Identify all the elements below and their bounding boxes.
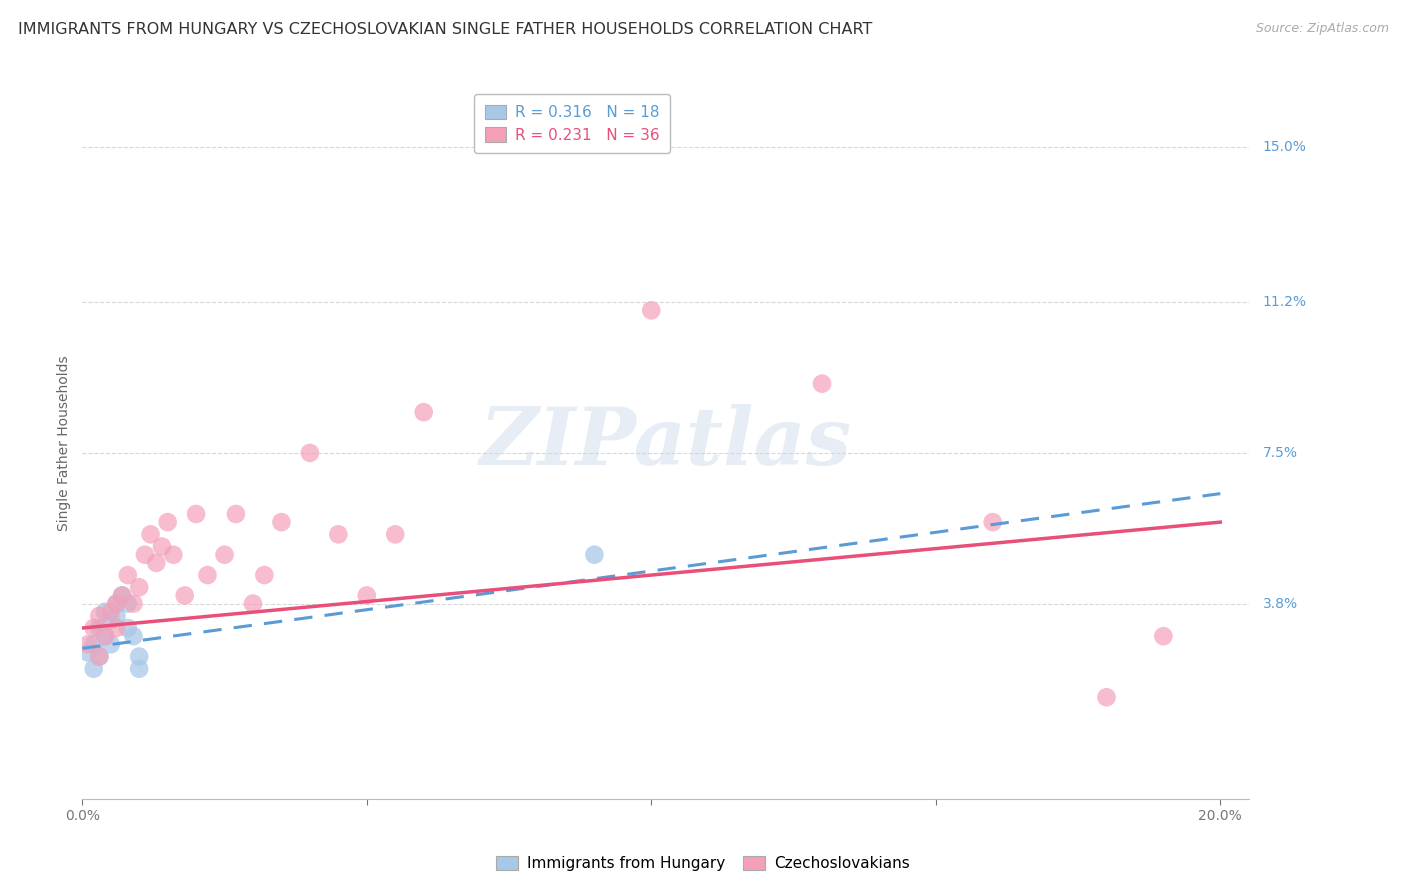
Point bbox=[270, 515, 292, 529]
Point bbox=[162, 548, 184, 562]
Point bbox=[156, 515, 179, 529]
Point bbox=[111, 589, 134, 603]
Point bbox=[89, 649, 111, 664]
Point bbox=[356, 589, 378, 603]
Text: 7.5%: 7.5% bbox=[1263, 446, 1298, 460]
Point bbox=[77, 645, 100, 659]
Point bbox=[117, 621, 139, 635]
Point bbox=[811, 376, 834, 391]
Point bbox=[214, 548, 236, 562]
Point bbox=[1152, 629, 1174, 643]
Point bbox=[111, 589, 134, 603]
Point bbox=[105, 608, 128, 623]
Point bbox=[83, 662, 105, 676]
Point bbox=[89, 649, 111, 664]
Point bbox=[83, 621, 105, 635]
Point bbox=[1095, 690, 1118, 705]
Point bbox=[128, 662, 150, 676]
Point bbox=[981, 515, 1004, 529]
Point bbox=[105, 621, 128, 635]
Point bbox=[184, 507, 207, 521]
Text: 11.2%: 11.2% bbox=[1263, 295, 1306, 310]
Y-axis label: Single Father Households: Single Father Households bbox=[58, 355, 72, 531]
Text: ZIPatlas: ZIPatlas bbox=[479, 404, 852, 482]
Point bbox=[100, 613, 122, 627]
Point bbox=[83, 637, 105, 651]
Point bbox=[139, 527, 162, 541]
Point bbox=[298, 446, 321, 460]
Point bbox=[145, 556, 167, 570]
Point bbox=[128, 580, 150, 594]
Legend: R = 0.316   N = 18, R = 0.231   N = 36: R = 0.316 N = 18, R = 0.231 N = 36 bbox=[474, 94, 671, 153]
Point bbox=[242, 597, 264, 611]
Text: 3.8%: 3.8% bbox=[1263, 597, 1298, 611]
Point bbox=[100, 605, 122, 619]
Point bbox=[122, 597, 145, 611]
Point bbox=[117, 597, 139, 611]
Point bbox=[77, 637, 100, 651]
Point bbox=[89, 608, 111, 623]
Point bbox=[384, 527, 406, 541]
Point bbox=[197, 568, 219, 582]
Point bbox=[122, 629, 145, 643]
Text: Source: ZipAtlas.com: Source: ZipAtlas.com bbox=[1256, 22, 1389, 36]
Point bbox=[150, 540, 173, 554]
Point bbox=[89, 621, 111, 635]
Point bbox=[328, 527, 350, 541]
Text: IMMIGRANTS FROM HUNGARY VS CZECHOSLOVAKIAN SINGLE FATHER HOUSEHOLDS CORRELATION : IMMIGRANTS FROM HUNGARY VS CZECHOSLOVAKI… bbox=[18, 22, 873, 37]
Point bbox=[640, 303, 662, 318]
Text: 15.0%: 15.0% bbox=[1263, 140, 1306, 154]
Point bbox=[412, 405, 434, 419]
Point bbox=[94, 629, 117, 643]
Point bbox=[253, 568, 276, 582]
Point bbox=[128, 649, 150, 664]
Point bbox=[225, 507, 247, 521]
Point bbox=[173, 589, 195, 603]
Point bbox=[583, 548, 606, 562]
Point bbox=[100, 637, 122, 651]
Point bbox=[105, 597, 128, 611]
Point bbox=[105, 597, 128, 611]
Point bbox=[134, 548, 156, 562]
Point bbox=[117, 568, 139, 582]
Point bbox=[94, 629, 117, 643]
Point bbox=[94, 605, 117, 619]
Legend: Immigrants from Hungary, Czechoslovakians: Immigrants from Hungary, Czechoslovakian… bbox=[491, 849, 915, 877]
